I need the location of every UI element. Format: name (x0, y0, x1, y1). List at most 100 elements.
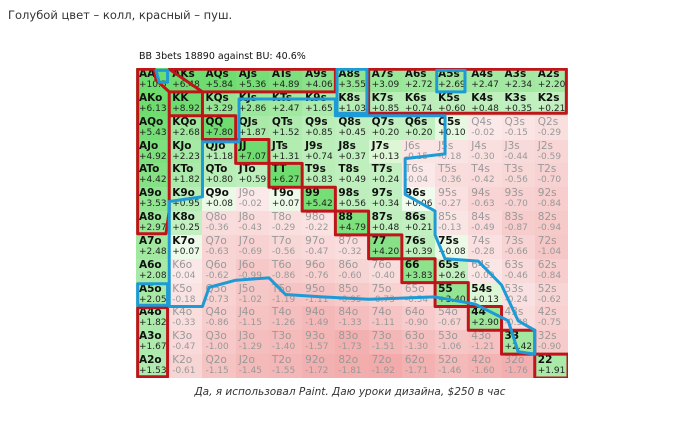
hand-label: 97o (305, 234, 325, 247)
hand-cell-JTo: JTo +0.59 (235, 163, 269, 188)
hand-ev-value: +2.69 (438, 80, 466, 90)
hand-cell-T6o: T6o -0.86 (268, 258, 303, 283)
hand-label: KTs (271, 91, 293, 104)
hand-ev-value: -0.40 (371, 270, 395, 281)
hand-label: Q5s (438, 115, 461, 128)
hand-ev-value: -1.15 (238, 318, 262, 329)
hand-cell-Q9o: Q9o +0.08 (202, 187, 236, 212)
hand-ev-value: -1.49 (305, 318, 329, 329)
hand-label: QJs (238, 115, 258, 128)
hand-label: 63o (404, 330, 425, 343)
hand-ev-value: +10.5 (139, 80, 167, 90)
hand-cell-33: 33 +2.42 (501, 330, 535, 355)
hand-label: J3o (238, 330, 255, 343)
hand-cell-A6s: A6s +2.72 (401, 68, 436, 92)
hand-ev-value: -0.86 (271, 270, 296, 281)
hand-ev-value: +0.07 (271, 199, 300, 210)
hand-cell-KJo: KJo +2.23 (169, 139, 203, 164)
hand-ev-value: -0.04 (172, 270, 196, 281)
hand-label: KJs (238, 91, 257, 104)
hand-label: 43s (504, 306, 524, 319)
hand-ev-value: +0.56 (338, 199, 366, 210)
hand-label: T8o (271, 211, 292, 224)
hand-ev-value: +3.55 (338, 80, 366, 90)
hand-label: AJo (139, 139, 159, 152)
hand-cell-J6s: J6s -0.15 (401, 139, 436, 164)
hand-label: 76s (404, 234, 426, 247)
hand-ev-value: -1.92 (371, 366, 395, 377)
hand-label: A2s (537, 68, 560, 80)
hand-label: K3o (172, 330, 193, 343)
hand-label: 97s (371, 187, 393, 200)
hand-cell-T9s: T9s +0.83 (302, 163, 336, 188)
hand-ev-value: -0.73 (371, 294, 395, 305)
hand-label: Q7s (371, 115, 395, 128)
hand-ev-value: -1.30 (404, 342, 429, 353)
hand-ev-value: -0.02 (471, 127, 495, 138)
hand-label: A2o (139, 354, 162, 367)
hand-label: K8s (338, 91, 361, 104)
hand-label: 83s (504, 211, 524, 224)
hand-label: 82o (338, 354, 359, 367)
hand-label: Q2s (537, 115, 559, 128)
hand-ev-value: +7.07 (238, 151, 267, 162)
hand-label: K9o (172, 187, 195, 200)
hand-cell-A3o: A3o +1.67 (136, 330, 170, 355)
hand-ev-value: -1.73 (338, 342, 362, 353)
hand-label: 86s (404, 211, 426, 224)
hand-ev-value: -0.54 (404, 294, 429, 305)
hand-ev-value: +2.05 (139, 294, 167, 305)
hand-ev-value: +2.23 (172, 151, 200, 162)
hand-cell-92o: 92o -1.72 (302, 354, 336, 378)
hand-label: AJs (238, 68, 257, 80)
hand-ev-value: +3.09 (371, 80, 400, 90)
hand-label: K4o (172, 306, 193, 319)
hand-label: 64o (404, 306, 425, 319)
hand-ev-value: -0.63 (471, 199, 495, 210)
hand-cell-A5s: A5s +2.69 (435, 68, 469, 92)
hand-cell-84s: 84s -0.49 (468, 211, 502, 235)
hand-label: ATs (271, 68, 292, 80)
hand-cell-K4s: K4s +0.48 (468, 91, 502, 116)
hand-cell-62o: 62o -1.71 (401, 354, 436, 378)
hand-ev-value: -1.26 (271, 318, 296, 329)
hand-ev-value: -0.36 (438, 175, 462, 186)
hand-label: 32s (537, 330, 557, 343)
hand-cell-65s: 65s +0.26 (435, 258, 469, 283)
hand-ev-value: -0.90 (404, 318, 429, 329)
hand-ev-value: +0.80 (205, 175, 234, 186)
hand-cell-75o: 75o -0.73 (368, 282, 402, 307)
hand-cell-43o: 43o -1.21 (468, 330, 502, 355)
hand-cell-A2o: A2o +1.53 (136, 354, 170, 378)
hand-cell-85o: 85o -0.95 (335, 282, 369, 307)
hand-label: T4o (271, 306, 292, 319)
hand-cell-A4o: A4o +1.82 (136, 306, 170, 331)
hand-label: A8o (139, 211, 162, 224)
hand-cell-A6o: A6o +2.08 (136, 258, 170, 283)
hand-cell-K4o: K4o -0.33 (169, 306, 203, 331)
hand-label: 74o (371, 306, 392, 319)
hand-cell-Q4o: Q4o -0.86 (202, 306, 236, 331)
hand-cell-TT: TT +6.27 (268, 163, 303, 188)
hand-ev-value: -1.45 (238, 366, 262, 377)
hand-label: 73o (371, 330, 392, 343)
hand-label: T2o (271, 354, 292, 367)
hand-label: 53o (438, 330, 458, 343)
hand-ev-value: +5.42 (305, 199, 333, 210)
hand-cell-T8s: T8s +0.49 (335, 163, 369, 188)
hand-cell-J7o: J7o -0.69 (235, 234, 269, 259)
hand-ev-value: -0.60 (338, 270, 362, 281)
hand-cell-Q2s: Q2s -0.29 (534, 115, 568, 140)
hand-ev-value: -0.84 (537, 199, 562, 210)
hand-cell-J3o: J3o -1.29 (235, 330, 269, 355)
hand-ev-value: -0.24 (504, 294, 528, 305)
hand-ev-value: +1.82 (172, 175, 200, 186)
hand-ev-value: -0.02 (238, 199, 262, 210)
hand-cell-QTo: QTo +0.80 (202, 163, 236, 188)
hand-cell-T7s: T7s +0.24 (368, 163, 402, 188)
hand-cell-82s: 82s -0.94 (534, 211, 568, 235)
hand-ev-value: +5.84 (205, 80, 234, 90)
hand-ev-value: -1.04 (537, 246, 562, 257)
hand-label: 93s (504, 187, 524, 200)
hand-cell-QTs: QTs +1.52 (268, 115, 303, 140)
